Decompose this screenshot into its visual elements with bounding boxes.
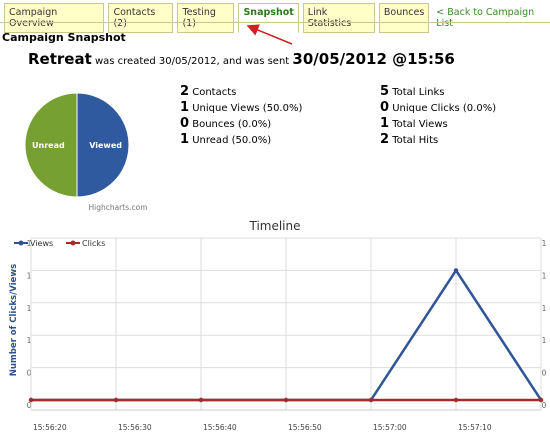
- x-tick-label: 15:56:40: [203, 423, 237, 432]
- y2-tick-label: 1: [542, 304, 547, 313]
- stat-label: Unread (50.0%): [192, 135, 272, 146]
- x-tick-label: 15:57:00: [373, 423, 407, 432]
- back-link[interactable]: < Back to Campaign List: [436, 7, 535, 29]
- point-marker: [453, 397, 459, 403]
- sent-date: 30/05/2012 @15:56: [292, 50, 455, 68]
- stat-row: 0 Unique Clicks (0.0%): [380, 100, 496, 116]
- stat-label: Unique Clicks (0.0%): [392, 103, 497, 114]
- stat-row: 2 Contacts: [180, 84, 302, 100]
- stat-row: 1 Unread (50.0%): [180, 132, 302, 148]
- stat-row: 5 Total Links: [380, 84, 496, 100]
- stats-right: 5 Total Links 0 Unique Clicks (0.0%) 1 Tot…: [380, 84, 496, 148]
- stat-row: 1 Unique Views (50.0%): [180, 100, 302, 116]
- tab[interactable]: Testing (1): [177, 3, 235, 33]
- stat-label: Total Links: [392, 87, 445, 98]
- y2-tick-label: 0: [542, 401, 547, 410]
- stat-value: 0: [380, 100, 390, 115]
- chart-title: Timeline: [248, 219, 300, 233]
- summary-text: was created 30/05/2012, and was sent: [94, 56, 290, 67]
- slice-label: Unread: [32, 141, 65, 150]
- stat-value: 5: [380, 84, 390, 99]
- pie-slice: [24, 92, 78, 198]
- tab[interactable]: Campaign Overview: [4, 3, 105, 33]
- point-marker: [113, 397, 119, 403]
- y-tick-label: 1: [27, 304, 32, 313]
- legend-marker: [70, 240, 76, 246]
- y2-tick-label: 1: [542, 239, 547, 248]
- pie-slice: [76, 92, 130, 198]
- y-tick-label: 1: [27, 239, 32, 248]
- stat-row: 2 Total Hits: [380, 132, 496, 148]
- campaign-name: Retreat: [28, 50, 92, 68]
- stat-label: Unique Views (50.0%): [192, 103, 303, 114]
- legend-label: Clicks: [82, 239, 105, 248]
- tab[interactable]: Contacts (2): [108, 3, 174, 33]
- tab-underline: [0, 22, 550, 23]
- point-marker: [283, 397, 289, 403]
- stat-value: 1: [380, 116, 390, 131]
- y2-tick-label: 1: [542, 271, 547, 280]
- tab[interactable]: Bounces: [378, 3, 430, 33]
- x-tick-label: 15:56:20: [33, 423, 67, 432]
- point-marker: [453, 268, 459, 273]
- stat-label: Total Hits: [392, 135, 439, 146]
- heading: Campaign Snapshot: [2, 31, 126, 44]
- point-marker: [538, 397, 544, 403]
- point-marker: [28, 397, 34, 403]
- stat-row: 0 Bounces (0.0%): [180, 116, 302, 132]
- y2-tick-label: 0: [542, 369, 547, 378]
- point-marker: [198, 397, 204, 403]
- slice-label: Viewed: [89, 141, 122, 150]
- stat-label: Total Views: [392, 119, 448, 130]
- y-tick-label: 0: [27, 369, 32, 378]
- y-axis-title: Number of Clicks/Views: [9, 264, 19, 376]
- stat-value: 1: [180, 100, 190, 115]
- x-tick-label: 15:57:10: [458, 423, 492, 432]
- annotation-arrow: [246, 24, 293, 45]
- legend-label: Views: [30, 239, 53, 248]
- tab[interactable]: Link Statistics: [302, 3, 375, 33]
- point-marker: [368, 397, 374, 403]
- credit: Highcharts.com: [88, 203, 147, 212]
- stat-value: 0: [180, 116, 190, 131]
- stats-left: 2 Contacts 1 Unique Views (50.0%) 0 Bounce…: [180, 84, 302, 148]
- y-tick-label: 1: [27, 271, 32, 280]
- y2-tick-label: 1: [542, 336, 547, 345]
- stat-value: 2: [380, 132, 390, 147]
- legend-marker: [18, 240, 24, 246]
- stat-row: 1 Total Views: [380, 116, 496, 132]
- stat-value: 2: [180, 84, 190, 99]
- stat-value: 1: [180, 132, 190, 147]
- stat-label: Contacts: [192, 87, 237, 98]
- x-tick-label: 15:56:50: [288, 423, 322, 432]
- tab-bar: Campaign Overview Contacts (2) Testing (1)…: [4, 3, 550, 33]
- y-tick-label: 1: [27, 336, 32, 345]
- stat-label: Bounces (0.0%): [192, 119, 272, 130]
- summary: Retreat was created 30/05/2012, and was …: [28, 50, 455, 68]
- x-tick-label: 15:56:30: [118, 423, 152, 432]
- y-tick-label: 0: [27, 401, 32, 410]
